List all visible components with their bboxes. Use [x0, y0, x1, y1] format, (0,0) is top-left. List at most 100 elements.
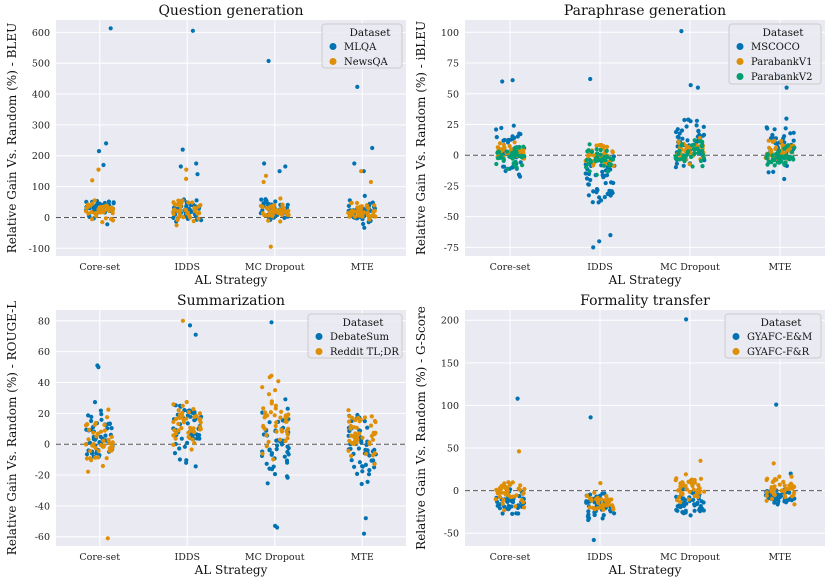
data-point — [278, 415, 283, 420]
data-point — [789, 150, 795, 155]
data-point-outlier — [96, 167, 101, 172]
data-point — [273, 388, 278, 393]
data-point — [264, 444, 269, 449]
legend-entry-label: NewsQA — [344, 57, 389, 68]
data-point — [682, 117, 687, 123]
legend-box — [724, 313, 822, 359]
data-point — [274, 420, 279, 425]
data-point — [789, 474, 794, 479]
data-point — [171, 442, 176, 447]
data-point — [505, 499, 510, 504]
data-point — [522, 505, 527, 510]
data-point — [176, 215, 181, 220]
data-point — [86, 211, 91, 216]
data-point — [792, 490, 797, 495]
data-point — [272, 472, 278, 477]
data-point — [197, 411, 202, 416]
data-point — [786, 143, 791, 148]
data-point — [372, 447, 377, 452]
data-point — [595, 188, 600, 193]
data-point — [197, 436, 202, 441]
data-point — [365, 210, 370, 215]
data-point — [349, 458, 354, 463]
data-point — [782, 176, 787, 182]
data-point — [675, 498, 680, 503]
data-point — [96, 207, 101, 212]
data-point — [191, 411, 196, 416]
data-point — [777, 474, 782, 479]
data-point-outlier — [90, 178, 95, 183]
data-point — [183, 207, 188, 213]
data-point — [362, 419, 367, 424]
data-point — [262, 415, 267, 420]
data-point — [586, 193, 592, 198]
data-point — [86, 413, 91, 418]
data-point-outlier — [359, 169, 364, 174]
data-point — [599, 497, 604, 502]
data-point-outlier — [688, 83, 693, 88]
data-point — [677, 495, 682, 500]
data-point — [513, 145, 518, 150]
data-point — [499, 486, 504, 491]
y-tick-label: 100 — [32, 182, 50, 193]
data-point — [176, 421, 181, 426]
y-tick-label: 40 — [38, 378, 50, 389]
data-point — [177, 446, 182, 451]
x-tick-label: Core-set — [79, 552, 120, 563]
data-point-outlier — [108, 26, 113, 31]
data-point — [86, 437, 91, 442]
data-point — [521, 144, 526, 149]
data-point — [346, 210, 351, 215]
data-point — [261, 406, 266, 411]
data-point-outlier — [698, 458, 703, 463]
data-point — [691, 497, 696, 502]
data-point-outlier — [190, 28, 195, 33]
data-point — [106, 199, 111, 204]
data-point — [280, 212, 285, 218]
data-point — [99, 417, 104, 422]
data-point-outlier — [273, 523, 278, 529]
data-point — [346, 448, 351, 453]
data-point — [684, 144, 689, 149]
data-point — [191, 407, 196, 412]
data-point — [266, 218, 271, 223]
data-point — [194, 198, 199, 203]
data-point — [591, 505, 596, 510]
data-point-outlier — [771, 461, 776, 466]
data-point — [765, 152, 770, 157]
data-point — [692, 493, 697, 499]
data-point — [100, 220, 105, 225]
data-point-outlier — [194, 161, 199, 166]
data-point — [92, 198, 97, 203]
data-point — [358, 207, 363, 212]
data-point — [701, 124, 706, 129]
data-point — [689, 154, 694, 160]
data-point — [197, 417, 202, 422]
data-point — [698, 158, 704, 164]
data-point — [349, 453, 354, 458]
data-point — [278, 196, 283, 201]
data-point — [362, 225, 367, 230]
data-point — [494, 161, 499, 167]
data-point — [692, 480, 697, 485]
data-point — [94, 203, 99, 208]
data-point — [675, 127, 680, 132]
data-point — [511, 135, 516, 140]
data-point — [94, 434, 99, 439]
data-point — [184, 399, 189, 405]
data-point — [779, 159, 784, 164]
data-point — [187, 435, 192, 440]
data-point — [260, 451, 265, 456]
data-point — [512, 140, 517, 145]
data-point — [278, 437, 283, 442]
data-point — [181, 215, 186, 220]
data-point — [684, 124, 689, 129]
data-point-outlier — [355, 84, 360, 89]
data-point — [507, 505, 512, 510]
legend-box — [307, 313, 403, 359]
data-point — [685, 151, 690, 156]
data-point — [584, 500, 589, 505]
data-point — [84, 456, 90, 461]
x-tick-label: MC Dropout — [660, 552, 720, 563]
data-point — [782, 156, 787, 161]
